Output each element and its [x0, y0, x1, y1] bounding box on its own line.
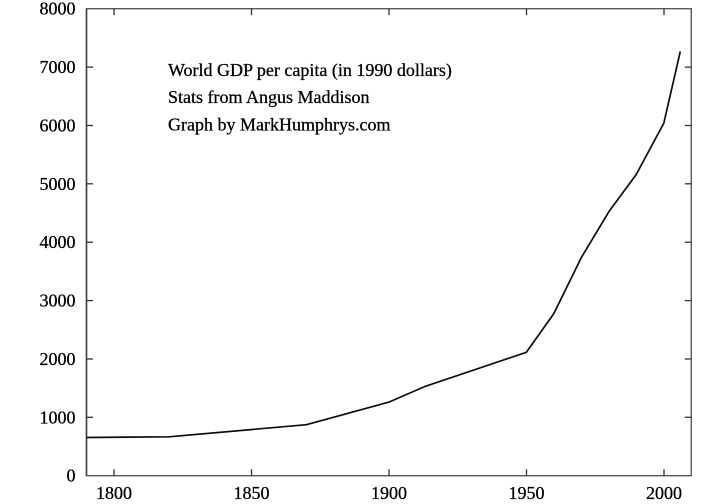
svg-text:2000: 2000 — [40, 349, 76, 369]
svg-text:7000: 7000 — [40, 57, 76, 77]
svg-text:2000: 2000 — [646, 483, 682, 503]
svg-text:1000: 1000 — [40, 407, 76, 427]
svg-text:8000: 8000 — [40, 0, 76, 19]
svg-text:6000: 6000 — [40, 116, 76, 136]
svg-text:World GDP per capita (in 1990: World GDP per capita (in 1990 dollars) — [168, 60, 452, 81]
svg-text:1850: 1850 — [234, 483, 270, 503]
svg-text:1900: 1900 — [371, 483, 407, 503]
svg-text:0: 0 — [67, 466, 76, 486]
svg-text:5000: 5000 — [40, 174, 76, 194]
svg-text:3000: 3000 — [40, 291, 76, 311]
svg-text:Graph by MarkHumphrys.com: Graph by MarkHumphrys.com — [168, 115, 390, 135]
svg-text:4000: 4000 — [40, 232, 76, 252]
svg-text:1800: 1800 — [96, 483, 132, 503]
svg-text:1950: 1950 — [509, 483, 545, 503]
svg-text:Stats from Angus Maddison: Stats from Angus Maddison — [168, 87, 370, 107]
